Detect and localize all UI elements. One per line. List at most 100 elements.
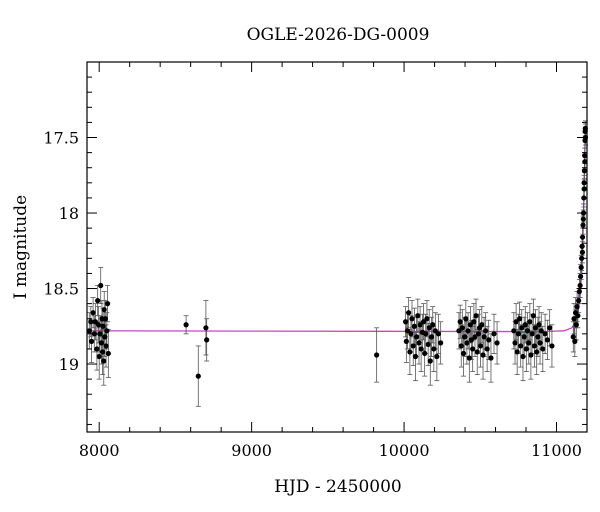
data-point (526, 340, 532, 346)
data-point (511, 328, 517, 334)
y-tick-label: 18.5 (43, 280, 79, 299)
data-point (204, 337, 210, 343)
x-tick-label: 11000 (531, 441, 582, 460)
data-point (408, 331, 414, 337)
data-point (404, 328, 411, 334)
data-point (420, 319, 427, 325)
data-point (96, 353, 102, 360)
data-point (484, 346, 490, 352)
data-point (576, 288, 582, 295)
data-point (581, 186, 587, 192)
data-point (549, 343, 555, 349)
data-point (86, 328, 92, 334)
data-point (411, 323, 418, 329)
data-point (424, 316, 430, 322)
data-point (574, 304, 580, 310)
data-point (467, 322, 473, 328)
data-point (580, 222, 586, 228)
data-point (425, 341, 431, 348)
data-point (536, 322, 542, 328)
data-point (462, 334, 468, 340)
data-point (105, 350, 111, 357)
data-point (406, 310, 412, 316)
data-point (94, 346, 100, 352)
data-point (463, 316, 469, 322)
data-point (98, 340, 105, 346)
data-point (529, 331, 535, 337)
data-point (410, 343, 416, 349)
data-point (570, 334, 576, 340)
data-point (438, 340, 444, 346)
data-point (91, 331, 97, 337)
data-point (195, 373, 201, 379)
data-point (579, 234, 586, 240)
data-point (100, 323, 106, 329)
y-tick-label: 19 (59, 355, 79, 374)
data-point (473, 313, 479, 319)
data-point (480, 352, 486, 358)
data-point (464, 340, 470, 346)
data-point (472, 334, 478, 340)
data-point (486, 337, 492, 343)
data-point (471, 319, 477, 325)
data-point (468, 337, 475, 343)
x-tick-label: 9000 (231, 441, 272, 460)
data-point (456, 328, 462, 334)
data-point (537, 340, 543, 346)
data-point (460, 350, 467, 357)
data-point (470, 346, 476, 352)
data-point (183, 322, 189, 328)
data-point (403, 338, 409, 344)
data-point (427, 358, 433, 364)
data-point (579, 249, 586, 255)
axis-layer: 8000 9000 10000 11000 17.5 18 18.5 19 (43, 61, 588, 460)
data-point (582, 159, 588, 165)
data-point (409, 316, 415, 322)
data-point (88, 338, 95, 344)
data-point (104, 301, 111, 307)
model-layer (86, 129, 587, 333)
data-point (431, 346, 437, 352)
data-point (530, 313, 536, 319)
data-point (581, 168, 588, 174)
data-point (88, 319, 94, 325)
data-point (519, 325, 525, 331)
data-point (435, 331, 441, 337)
data-point (481, 334, 487, 340)
data-point (95, 298, 101, 304)
data-point (98, 282, 104, 289)
data-point (95, 322, 102, 328)
data-point (579, 255, 585, 261)
data-point (547, 325, 553, 331)
x-tick-label: 8000 (79, 441, 120, 460)
data-point (515, 331, 522, 337)
data-point (434, 353, 440, 360)
data-point (99, 349, 106, 355)
errorbar-layer (86, 120, 588, 407)
data-point (520, 353, 526, 360)
data-point (479, 322, 485, 328)
data-point (514, 349, 520, 355)
data-point (532, 325, 539, 331)
data-point (582, 153, 588, 159)
data-point (522, 322, 528, 328)
data-point (572, 338, 578, 344)
data-point (488, 355, 494, 361)
data-point (527, 319, 533, 325)
data-point (575, 313, 581, 319)
data-point (102, 334, 108, 340)
data-point (374, 352, 380, 358)
model-curve (86, 129, 587, 333)
data-point (415, 313, 421, 319)
data-point (531, 343, 538, 349)
data-point (413, 334, 420, 340)
data-point (466, 355, 472, 361)
data-point (104, 328, 110, 334)
data-point (494, 340, 500, 346)
data-point (428, 334, 435, 340)
x-axis-label: HJD - 2450000 (274, 477, 402, 497)
data-point (101, 358, 107, 364)
data-point (571, 316, 577, 322)
data-point (416, 340, 422, 346)
data-point (540, 346, 546, 352)
